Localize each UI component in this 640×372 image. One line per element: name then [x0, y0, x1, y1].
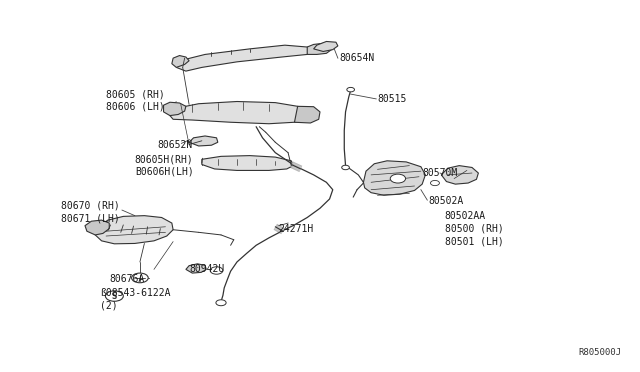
Circle shape — [106, 291, 124, 301]
Text: 80670 (RH)
80671 (LH): 80670 (RH) 80671 (LH) — [61, 201, 120, 223]
Polygon shape — [172, 55, 189, 67]
Text: 80676A: 80676A — [109, 274, 145, 284]
Circle shape — [431, 180, 440, 186]
Polygon shape — [170, 102, 317, 124]
Polygon shape — [294, 106, 320, 123]
Text: 24271H: 24271H — [278, 224, 314, 234]
Polygon shape — [189, 136, 218, 146]
Polygon shape — [307, 43, 332, 54]
Polygon shape — [202, 155, 293, 170]
Polygon shape — [164, 102, 186, 116]
Circle shape — [132, 273, 148, 283]
Text: 80942U: 80942U — [189, 264, 225, 275]
Text: 80605 (RH)
80606 (LH): 80605 (RH) 80606 (LH) — [106, 90, 165, 112]
Text: 80654N: 80654N — [339, 53, 374, 63]
Text: 80605H(RH)
B0606H(LH): 80605H(RH) B0606H(LH) — [135, 154, 193, 177]
Text: 80570M: 80570M — [422, 168, 458, 178]
Circle shape — [342, 165, 349, 170]
Text: R805000J: R805000J — [579, 348, 621, 357]
Text: 80502AA
80500 (RH)
80501 (LH): 80502AA 80500 (RH) 80501 (LH) — [445, 211, 503, 246]
Polygon shape — [95, 216, 173, 244]
Text: 80652N: 80652N — [157, 140, 193, 150]
Circle shape — [390, 174, 406, 183]
Polygon shape — [186, 264, 206, 273]
Polygon shape — [176, 45, 314, 71]
Polygon shape — [85, 220, 109, 235]
Polygon shape — [314, 41, 338, 51]
Circle shape — [347, 87, 355, 92]
Text: 80515: 80515 — [378, 94, 407, 104]
Polygon shape — [442, 166, 478, 184]
Polygon shape — [364, 161, 426, 195]
Text: S: S — [111, 292, 117, 301]
Circle shape — [210, 267, 223, 274]
Text: ß08543-6122A
(2): ß08543-6122A (2) — [100, 288, 170, 310]
Circle shape — [216, 300, 226, 306]
Text: 80502A: 80502A — [429, 196, 464, 206]
